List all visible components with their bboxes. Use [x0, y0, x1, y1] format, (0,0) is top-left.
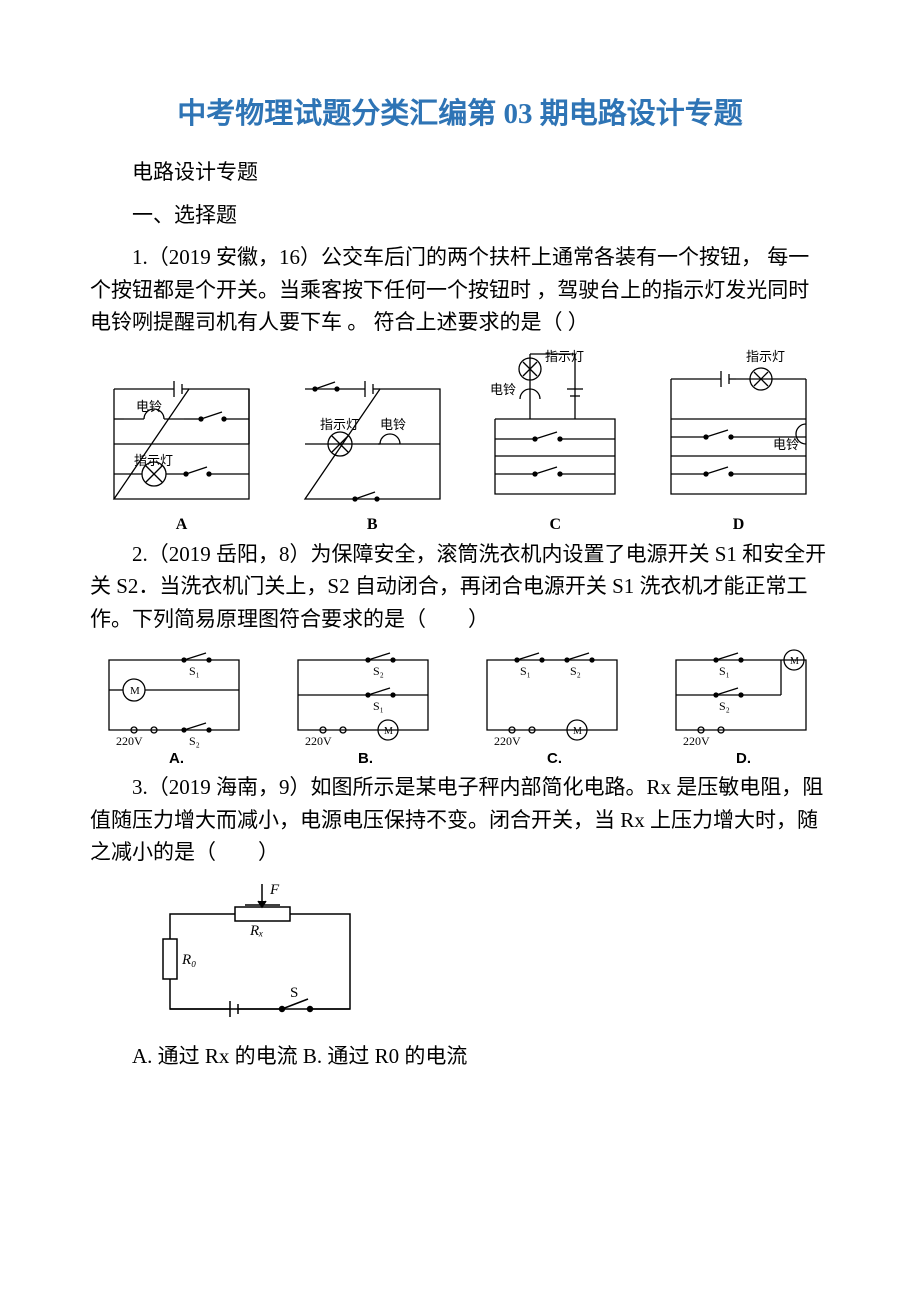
q2d-v: 220V: [683, 734, 710, 748]
q1d-light-label: 指示灯: [746, 349, 785, 364]
q1-figure-row: 电铃 指示灯 A: [90, 349, 830, 534]
q1-label-d: D: [651, 516, 826, 534]
q2a-m: M: [130, 685, 140, 697]
q1-option-d: 指示灯 电铃 D: [651, 349, 826, 534]
q2b-s2: S₂: [373, 664, 384, 678]
question-1-text: 1.（2019 安徽，16）公交车后门的两个扶杆上通常各装有一个按钮， 每一个按…: [90, 241, 830, 339]
q2c-s1: S₁: [520, 664, 531, 678]
section-heading: 一、选择题: [90, 199, 830, 232]
q3-rx-label: Rₓ: [249, 923, 263, 939]
q2-label-b: B.: [283, 750, 448, 767]
q1c-light-label: 指示灯: [545, 349, 584, 364]
q1-option-a: 电铃 指示灯 A: [94, 369, 269, 534]
q1-label-a: A: [94, 516, 269, 534]
q3-f-label: F: [269, 882, 280, 898]
q3-figure: F Rₓ R₀ S: [150, 879, 830, 1034]
q3-r0-label: R₀: [181, 952, 196, 968]
q2a-s1: S₁: [189, 664, 200, 678]
q2b-s1: S₁: [373, 699, 384, 713]
q1-label-b: B: [285, 516, 460, 534]
q1d-bell-label: 电铃: [773, 437, 799, 452]
q3-s-label: S: [290, 985, 298, 1001]
q2d-s2: S₂: [719, 699, 730, 713]
q1a-bell-label: 电铃: [136, 399, 162, 414]
q1-option-c: 指示灯 电铃 C: [475, 349, 635, 534]
question-2-text: 2.（2019 岳阳，8）为保障安全，滚筒洗衣机内设置了电源开关 S1 和安全开…: [90, 538, 830, 636]
q2-label-c: C.: [472, 750, 637, 767]
q2-option-a: M S₁ S₂ 220V A.: [94, 645, 259, 767]
q1c-bell-label: 电铃: [490, 382, 516, 397]
q2a-s2: S₂: [189, 734, 200, 748]
q2c-s2: S₂: [570, 664, 581, 678]
q2a-v: 220V: [116, 734, 143, 748]
q1a-light-label: 指示灯: [134, 453, 173, 468]
q2d-m: M: [790, 656, 799, 667]
q2d-s1: S₁: [719, 664, 730, 678]
q2c-v: 220V: [494, 734, 521, 748]
q2b-m: M: [384, 726, 393, 737]
q2b-v: 220V: [305, 734, 332, 748]
q1-label-c: C: [475, 516, 635, 534]
q2-option-b: M S₂ S₁ 220V B.: [283, 645, 448, 767]
q1b-bell-label: 电铃: [380, 417, 406, 432]
q2c-m: M: [573, 726, 582, 737]
q2-option-c: M S₁ S₂ 220V C.: [472, 645, 637, 767]
q1b-light-label: 指示灯: [320, 417, 359, 432]
q1-option-b: 指示灯 电铃 B: [285, 369, 460, 534]
page-title: 中考物理试题分类汇编第 03 期电路设计专题: [90, 90, 830, 132]
q3-answer-line: A. 通过 Rx 的电流 B. 通过 R0 的电流: [90, 1040, 830, 1073]
q2-option-d: M S₁ S₂ 220V D.: [661, 645, 826, 767]
question-3-text: 3.（2019 海南，9）如图所示是某电子秤内部简化电路。Rx 是压敏电阻，阻值…: [90, 771, 830, 869]
q2-label-a: A.: [94, 750, 259, 767]
q2-figure-row: M S₁ S₂ 220V A.: [90, 645, 830, 767]
q2-label-d: D.: [661, 750, 826, 767]
subtitle-text: 电路设计专题: [90, 156, 830, 189]
